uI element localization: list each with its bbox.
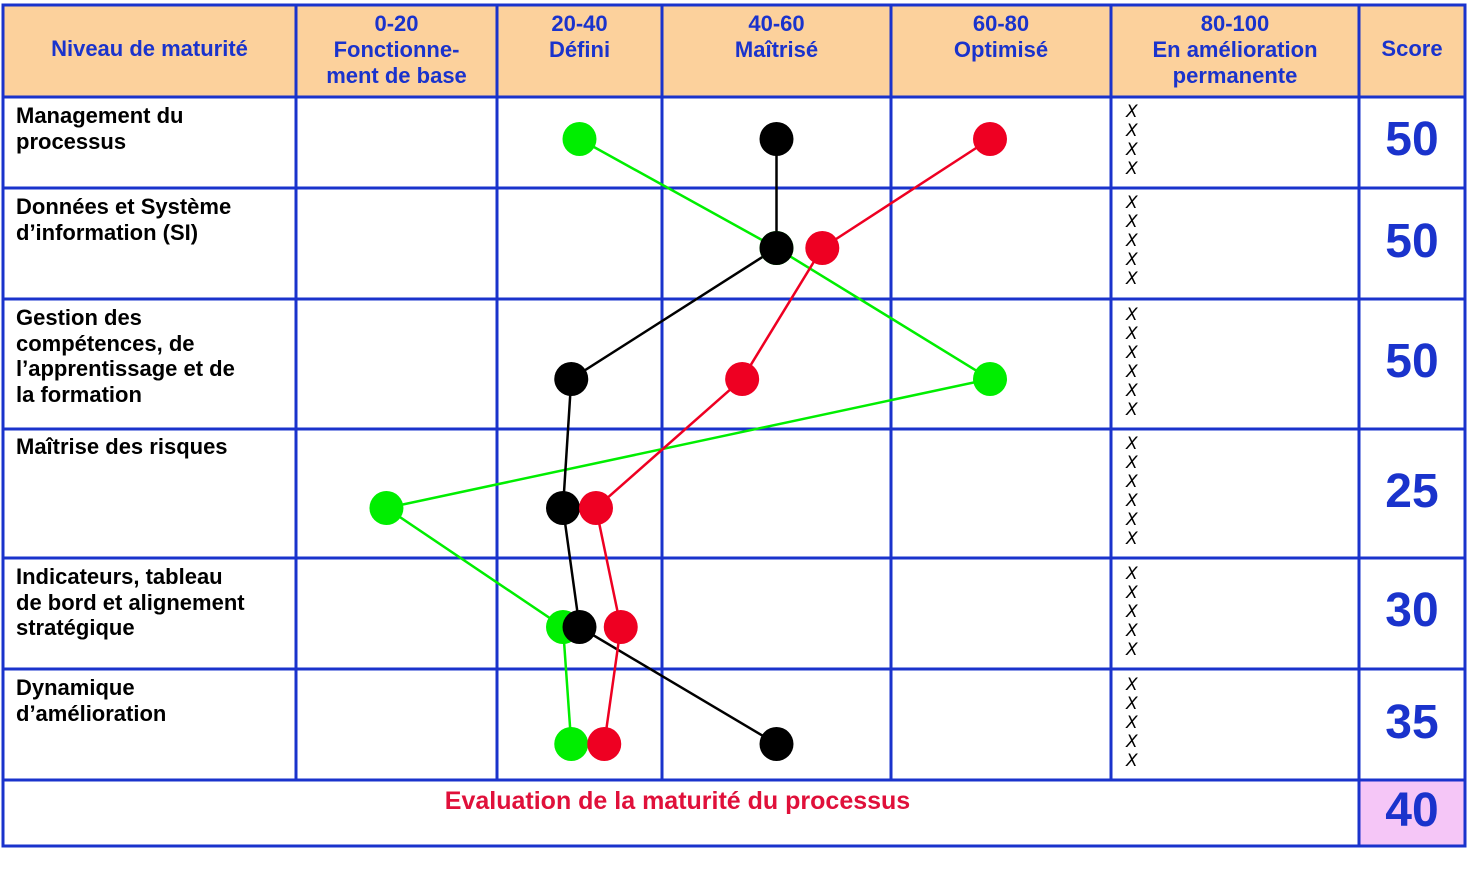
black-series-point [759,231,794,265]
x-marks: X X X X X [1126,193,1138,289]
x-marks: X X X X X X [1126,434,1138,549]
red-series-point [973,122,1007,156]
green-series-point [562,122,597,156]
total-score: 40 [1385,784,1439,837]
row-label-donnees-si: Données et Système d’information (SI) [16,194,232,245]
x-marks: X X X X X [1126,564,1138,660]
row-label-risques: Maîtrise des risques [16,434,228,459]
red-series-point [805,231,840,265]
column-range: 40-60 [748,11,805,36]
black-series-line [561,139,778,746]
row-label-indicateurs: Indicateurs, tableau de bord et aligneme… [16,564,245,640]
green-series-line [383,137,994,745]
x-marks: X X X X X X [1126,305,1138,420]
footer-label: Evaluation de la maturité du processus [444,787,911,815]
column-range: 0-20 [374,11,419,36]
row-score: 50 [1385,113,1439,166]
table-borders [1,3,1467,848]
red-series-point [579,491,613,525]
column-label: Optimisé [953,37,1049,62]
black-series-point [546,491,580,525]
column-header-80-100: 80-100 En amélioration permanente [1111,11,1359,89]
column-header-0-20: 0-20 Fonctionne- ment de base [296,11,497,89]
row-label-dynamique: Dynamique d’amélioration [16,675,167,726]
black-series-point [759,122,794,156]
red-series-point [725,362,760,396]
red-series-point [587,727,622,761]
green-series-point [973,362,1007,396]
row-score: 30 [1385,584,1439,637]
column-header-40-60: 40-60 Maîtrisé [662,11,891,63]
column-range: 20-40 [551,11,608,36]
row-score: 50 [1385,335,1439,388]
row-label-competences: Gestion des compétences, de l’apprentiss… [16,305,235,407]
x-marks: X X X X X [1126,675,1138,771]
row-score: 50 [1385,215,1439,268]
black-series-point [562,610,597,644]
black-series-point [759,727,794,761]
row-header: Niveau de maturité [51,36,248,61]
header-background [3,5,1465,97]
column-range: 60-80 [972,11,1030,36]
green-series-point [554,727,589,761]
red-series-line [594,137,991,745]
row-score: 25 [1385,465,1439,518]
column-label: En amélioration permanente [1152,37,1318,88]
column-header-60-80: 60-80 Optimisé [891,11,1111,63]
total-score-background [1359,780,1465,846]
column-label: Maîtrisé [734,37,819,62]
column-label: Défini [548,37,611,62]
black-series-point [554,362,589,396]
row-score: 35 [1385,696,1439,749]
x-marks: X X X X [1126,102,1138,179]
column-label: Fonctionne- ment de base [326,37,467,88]
score-header: Score [1381,36,1443,61]
column-header-20-40: 20-40 Défini [497,11,662,63]
red-series-point [603,610,638,644]
row-label-management: Management du processus [16,103,184,154]
column-range: 80-100 [1200,11,1270,36]
green-series-point [369,491,404,525]
